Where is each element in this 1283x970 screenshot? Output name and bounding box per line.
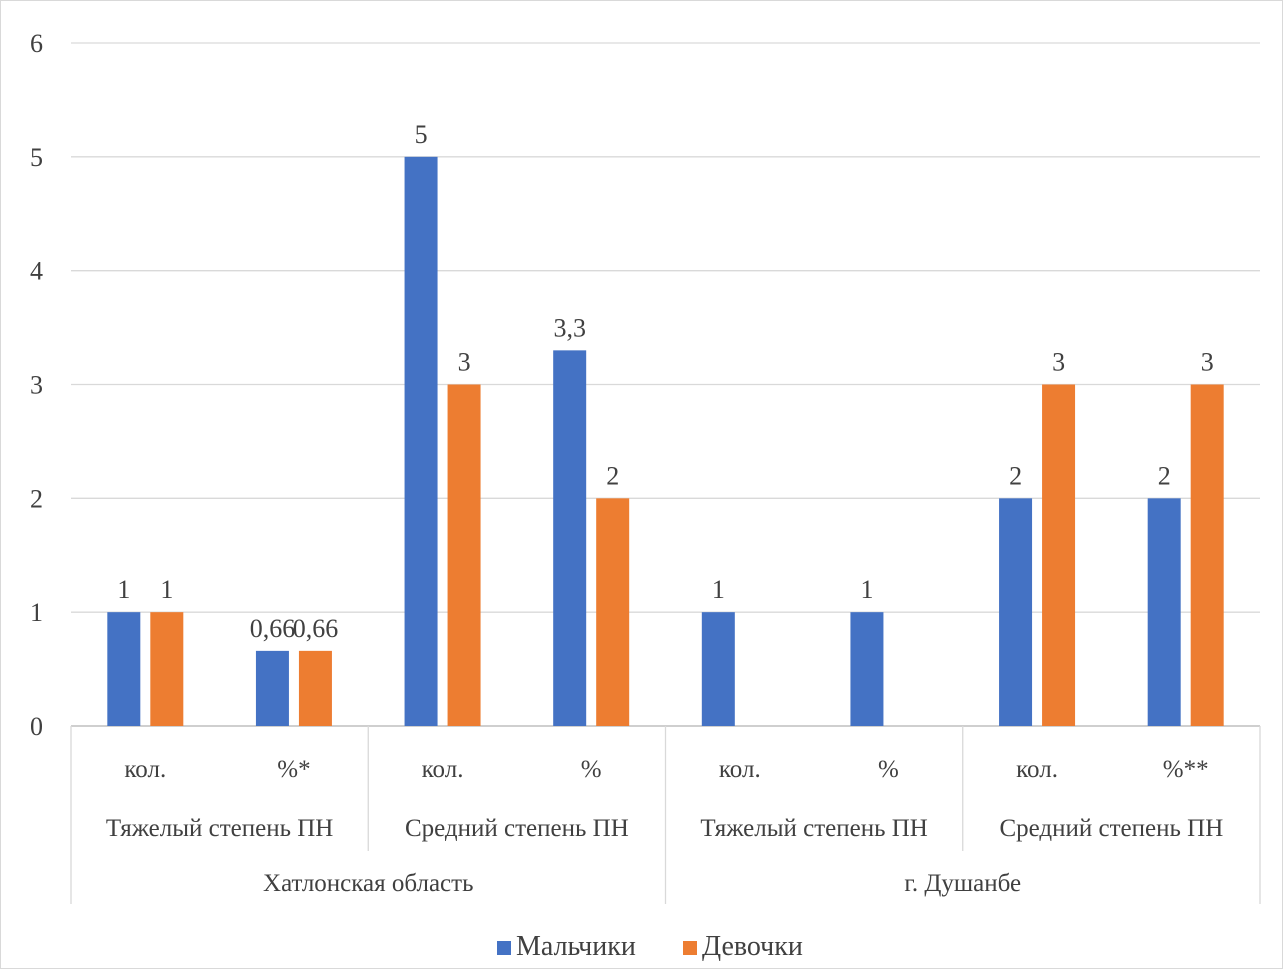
category-label: кол. <box>719 756 761 783</box>
group-label-level2: Тяжелый степень ПН <box>106 815 334 842</box>
data-label: 1 <box>712 575 725 604</box>
data-label: 1 <box>860 575 873 604</box>
group-label-level1: Хатлонская область <box>263 870 473 897</box>
bar-series-1 <box>999 498 1033 726</box>
data-label: 3 <box>458 348 471 377</box>
bar-series-1 <box>553 350 587 726</box>
category-label: кол. <box>124 756 166 783</box>
category-label: % <box>581 756 602 783</box>
bar-series-1 <box>404 156 438 727</box>
category-label: %** <box>1163 756 1209 783</box>
y-tick-label: 6 <box>30 29 43 58</box>
bar-series-1 <box>701 612 735 726</box>
group-label-level2: Средний степень ПН <box>999 815 1223 842</box>
y-tick-label: 1 <box>30 598 43 627</box>
legend-label: Мальчики <box>516 931 636 962</box>
bar-series-1 <box>107 612 141 726</box>
bar-series-2 <box>298 650 332 726</box>
data-label: 3,3 <box>553 313 586 342</box>
legend-swatch <box>683 941 697 955</box>
data-label: 0,66 <box>250 614 296 643</box>
bar-series-1 <box>255 650 289 726</box>
y-tick-label: 5 <box>30 143 43 172</box>
data-label: 2 <box>1158 461 1171 490</box>
bar-series-1 <box>850 612 884 726</box>
data-label: 1 <box>160 575 173 604</box>
data-label: 2 <box>1009 461 1022 490</box>
bar-series-2 <box>596 498 630 726</box>
bar-series-2 <box>1190 384 1224 726</box>
legend-swatch <box>497 941 511 955</box>
group-label-level1: г. Душанбе <box>904 870 1021 897</box>
category-label: кол. <box>422 756 464 783</box>
bar-series-2 <box>1042 384 1076 726</box>
category-label: кол. <box>1016 756 1058 783</box>
group-label-level2: Средний степень ПН <box>405 815 629 842</box>
data-label: 0,66 <box>293 614 339 643</box>
category-label: % <box>878 756 899 783</box>
data-label: 1 <box>117 575 130 604</box>
y-tick-label: 0 <box>30 712 43 741</box>
bar-series-1 <box>1147 498 1181 726</box>
data-label: 3 <box>1201 348 1214 377</box>
legend-label: Девочки <box>702 931 803 962</box>
data-label: 3 <box>1052 348 1065 377</box>
y-tick-label: 3 <box>30 371 43 400</box>
category-label: %* <box>277 756 310 783</box>
bar-series-2 <box>150 612 184 726</box>
bar-series-2 <box>447 384 481 726</box>
data-label: 5 <box>415 120 428 149</box>
y-tick-label: 4 <box>30 257 43 286</box>
group-label-level2: Тяжелый степень ПН <box>700 815 928 842</box>
data-label: 2 <box>606 461 619 490</box>
y-tick-label: 2 <box>30 484 43 513</box>
